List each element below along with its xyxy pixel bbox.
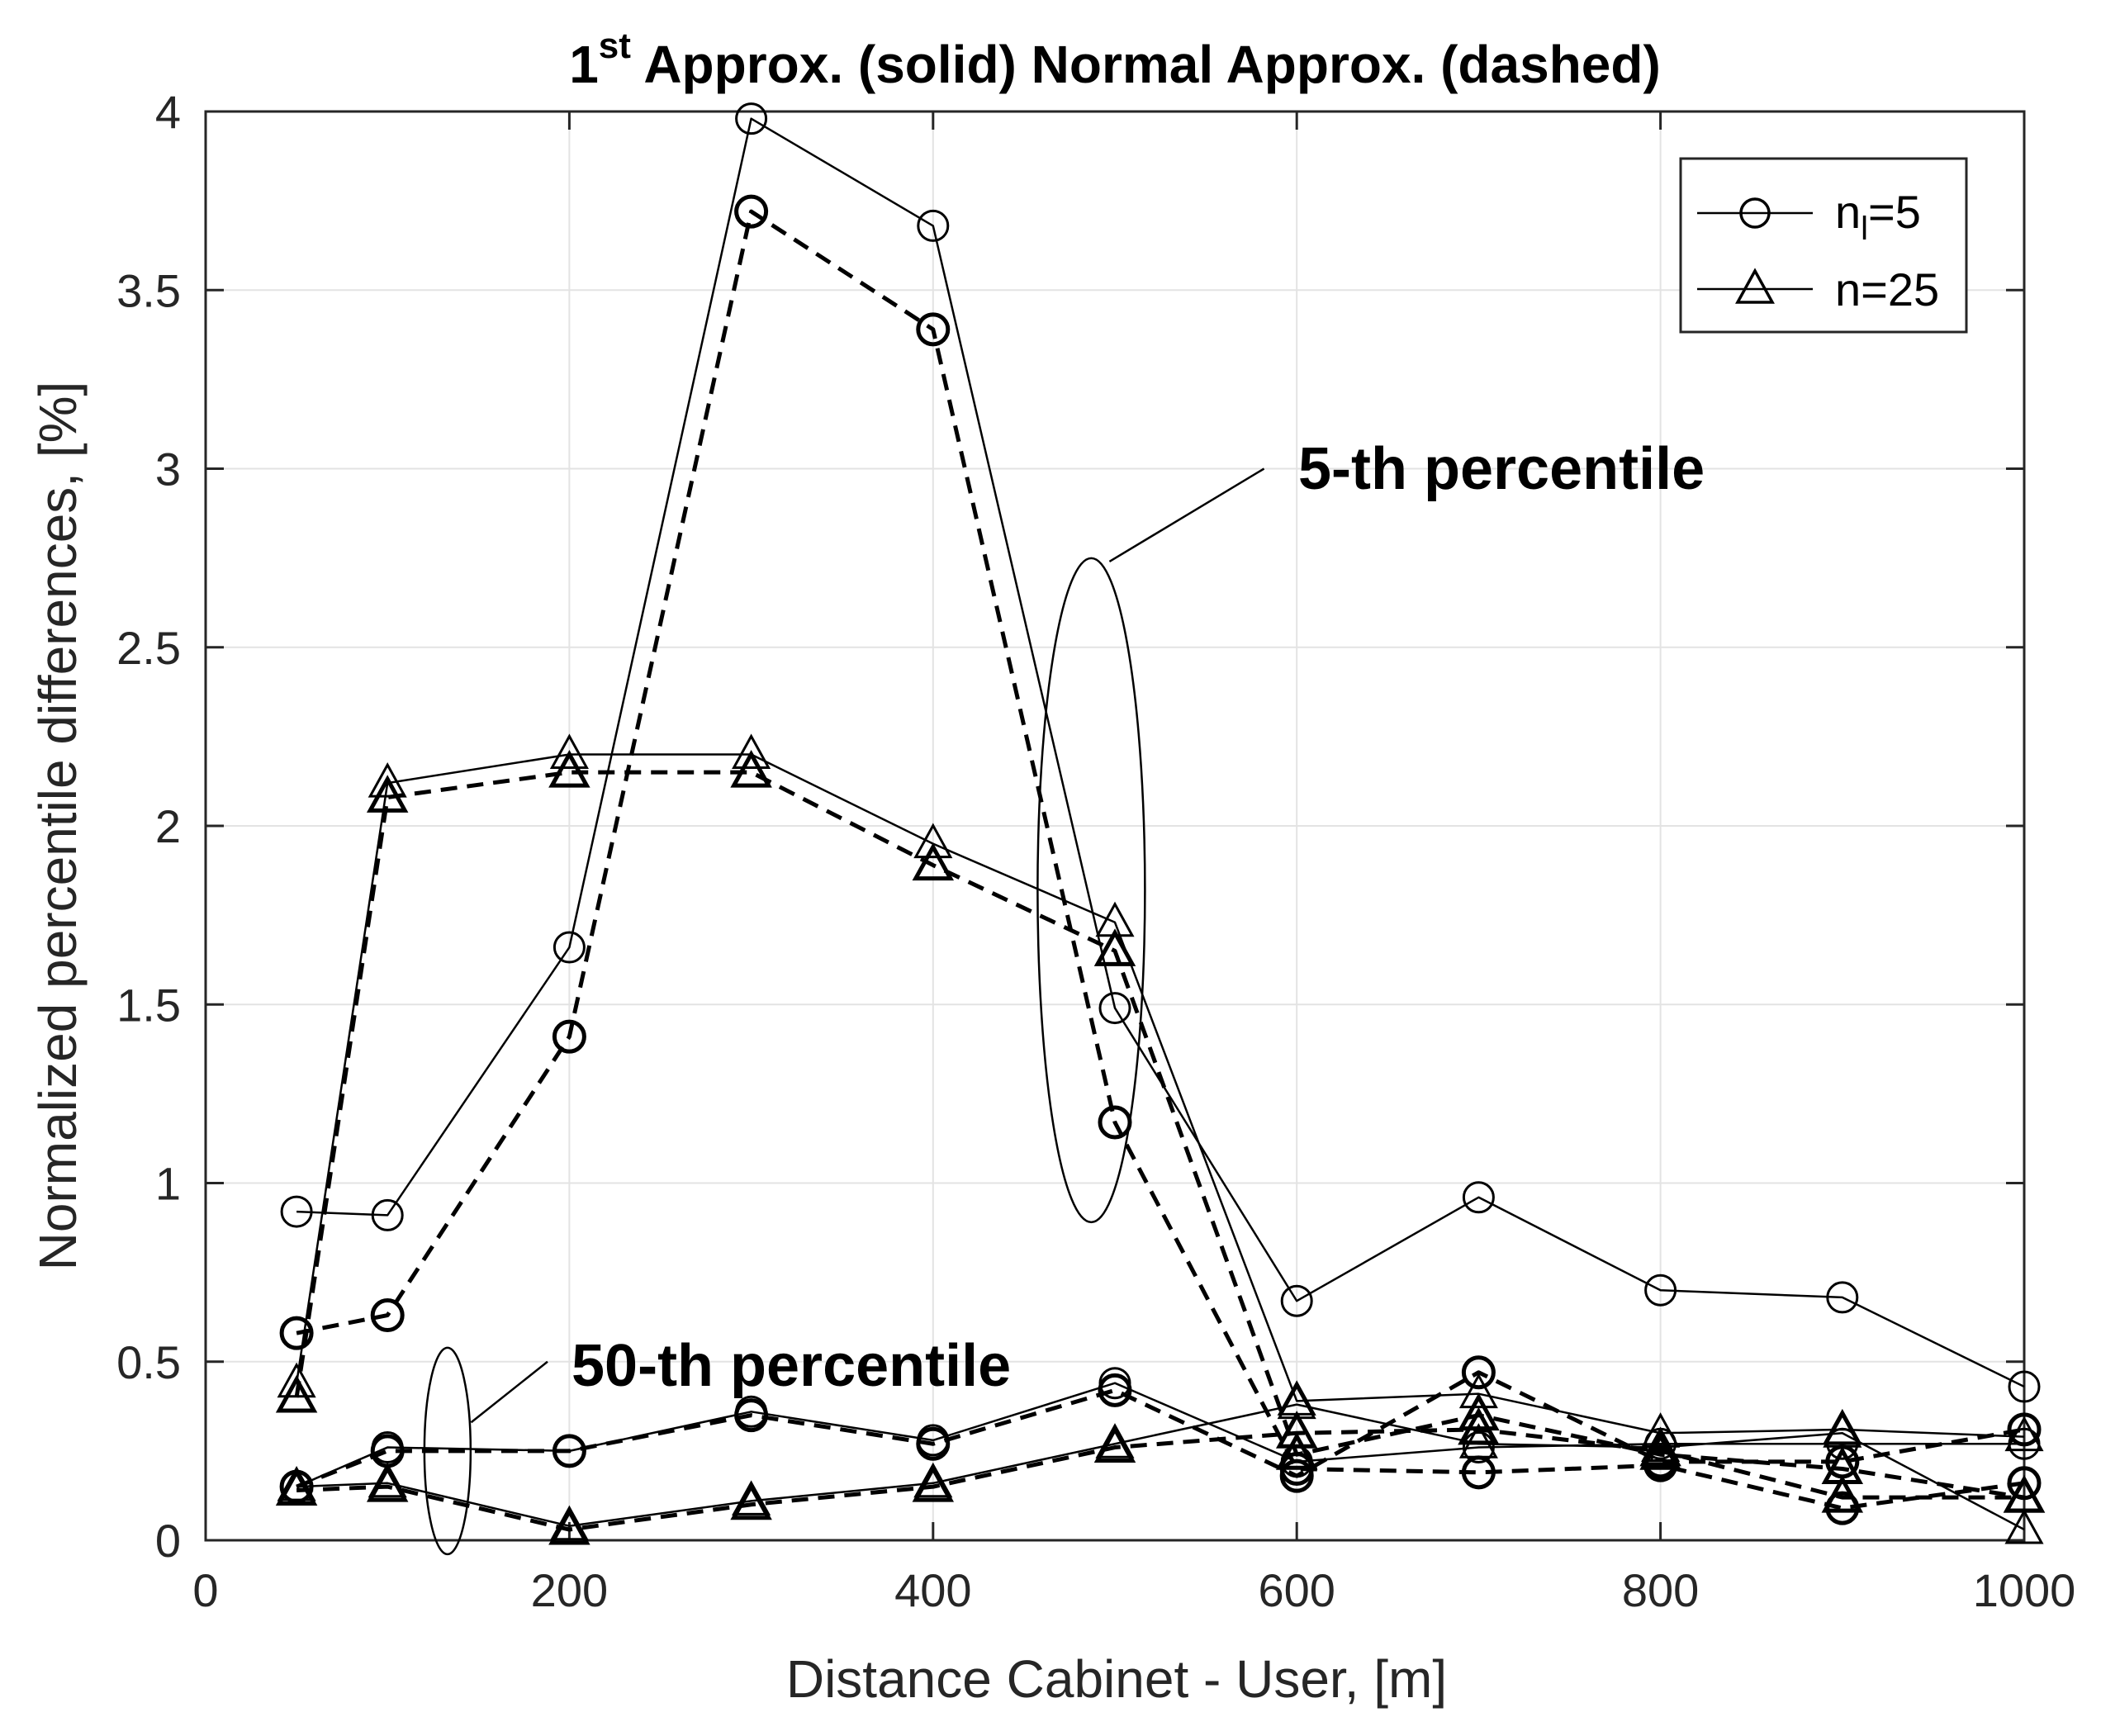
chart-title-rest: Approx. (solid) Normal Approx. (dashed) [631,35,1661,94]
chart-title: 1st Approx. (solid) Normal Approx. (dash… [569,26,1661,94]
x-tick-label-1: 200 [531,1564,608,1616]
legend-label-nl5-main: n [1835,186,1861,238]
y-tick-label-2: 1 [155,1158,181,1210]
x-tick-label-2: 400 [894,1564,971,1616]
y-tick-label-6: 3 [155,443,181,496]
y-tick-label-0: 0 [155,1515,181,1567]
y-tick-label-8: 4 [155,86,181,138]
chart-title-main: 1 [569,35,599,94]
annotation-50th-percentile: 50-th percentile [571,1333,1011,1399]
y-tick-label-7: 3.5 [116,264,181,316]
legend-label-n25: n=25 [1835,263,1939,315]
x-tick-label-4: 800 [1622,1564,1699,1616]
y-tick-label-3: 1.5 [116,979,181,1031]
y-tick-label-5: 2.5 [116,622,181,674]
x-tick-label-5: 1000 [1973,1564,2076,1616]
x-tick-label-3: 600 [1258,1564,1335,1616]
legend-label-nl5-sub: l [1861,211,1868,247]
annotation-5th-percentile: 5-th percentile [1298,436,1705,502]
legend-label-nl5: nl=5 [1835,186,1921,247]
y-tick-label-1: 0.5 [116,1336,181,1388]
y-axis-label: Normalized percentile differences, [%] [28,382,88,1271]
x-tick-label-0: 0 [192,1564,218,1616]
x-axis-label: Distance Cabinet - User, [m] [786,1649,1447,1709]
chart-title-superscript: st [599,26,631,66]
y-tick-label-4: 2 [155,800,181,852]
legend: nl=5 n=25 [1681,159,1966,332]
legend-label-nl5-rest: =5 [1868,186,1921,238]
chart: 1st Approx. (solid) Normal Approx. (dash… [0,0,2101,1736]
